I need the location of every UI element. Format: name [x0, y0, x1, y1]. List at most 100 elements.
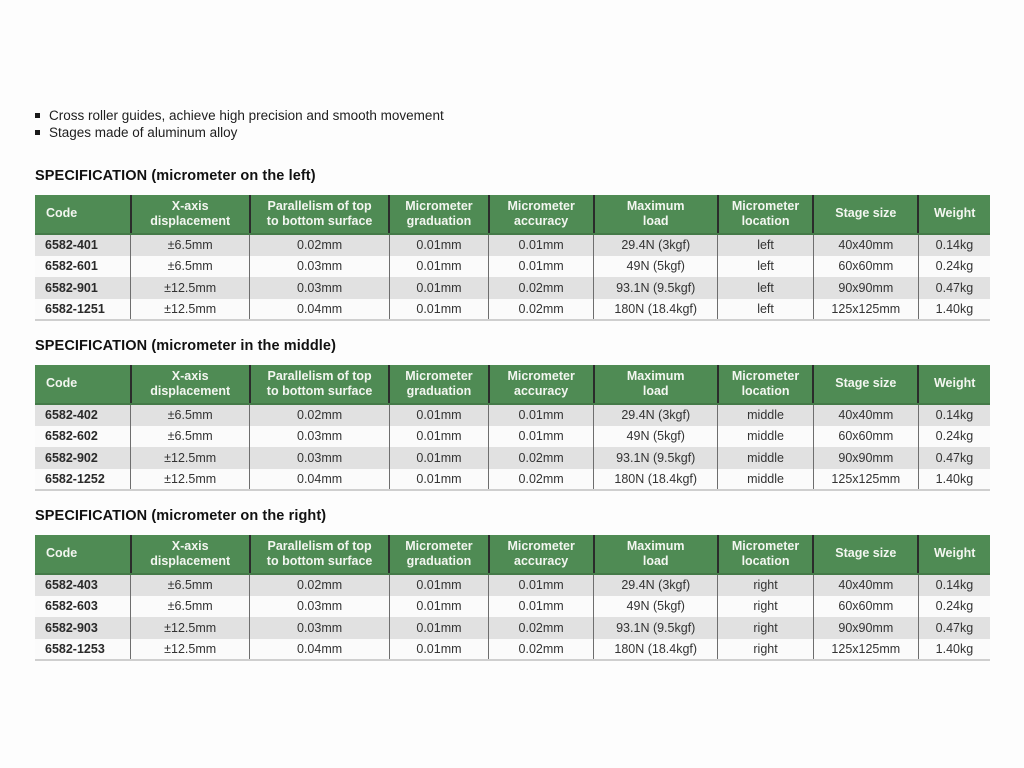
- spec-cell: ±6.5mm: [129, 404, 250, 426]
- spec-cell: 0.04mm: [249, 468, 390, 490]
- table-row: 6582-401 ±6.5mm 0.02mm 0.01mm 0.01mm 29.4N (3…: [35, 234, 990, 256]
- spec-cell: 0.01mm: [388, 447, 489, 469]
- table-row: 6582-601 ±6.5mm 0.03mm 0.01mm 0.01mm 49N (5kg…: [35, 255, 990, 277]
- spec-cell: 93.1N (9.5kgf): [593, 277, 718, 299]
- spec-cell: ±6.5mm: [129, 574, 250, 596]
- spec-cell: 125x125mm: [812, 298, 919, 320]
- col-header-maximum-load: Maximum load: [592, 365, 718, 405]
- spec-cell: ±12.5mm: [129, 638, 250, 660]
- code-cell: 6582-1251: [35, 298, 131, 320]
- spec-cell: 0.04mm: [249, 638, 390, 660]
- spec-cell: 0.47kg: [917, 617, 990, 639]
- spec-cell: 29.4N (3kgf): [593, 404, 718, 426]
- table-header-row: Code X-axis displacement Parallelism of …: [35, 195, 990, 235]
- col-header-weight: Weight: [917, 195, 990, 235]
- code-cell: 6582-402: [35, 404, 131, 426]
- bullet-text: Stages made of aluminum alloy: [49, 125, 238, 140]
- spec-cell: ±12.5mm: [129, 468, 250, 490]
- spec-cell: ±6.5mm: [129, 425, 250, 447]
- spec-cell: ±12.5mm: [129, 617, 250, 639]
- spec-cell: 0.02mm: [488, 447, 594, 469]
- spec-cell: 0.01mm: [388, 617, 489, 639]
- spec-cell: middle: [717, 468, 814, 490]
- spec-cell: 0.02mm: [488, 277, 594, 299]
- spec-cell: 0.02mm: [488, 617, 594, 639]
- spec-cell: 0.24kg: [917, 255, 990, 277]
- col-header-code: Code: [35, 195, 131, 235]
- spec-cell: 180N (18.4kgf): [593, 638, 718, 660]
- col-header-maximum-load: Maximum load: [592, 195, 718, 235]
- spec-cell: 0.01mm: [388, 425, 489, 447]
- spec-cell: 49N (5kgf): [593, 255, 718, 277]
- spec-cell: 29.4N (3kgf): [593, 574, 718, 596]
- spec-cell: 1.40kg: [917, 468, 990, 490]
- spec-cell: 0.02mm: [488, 298, 594, 320]
- spec-cell: ±12.5mm: [129, 298, 250, 320]
- table-header-row: Code X-axis displacement Parallelism of …: [35, 365, 990, 405]
- col-header-weight: Weight: [917, 535, 990, 575]
- spec-cell: left: [717, 277, 814, 299]
- spec-cell: 180N (18.4kgf): [593, 468, 718, 490]
- spec-cell: 93.1N (9.5kgf): [593, 617, 718, 639]
- spec-cell: right: [717, 617, 814, 639]
- spec-cell: 90x90mm: [812, 617, 919, 639]
- table-row: 6582-1251 ±12.5mm 0.04mm 0.01mm 0.02mm 180N (…: [35, 298, 990, 320]
- table-row: 6582-902 ±12.5mm 0.03mm 0.01mm 0.02mm 93.1N (…: [35, 447, 990, 469]
- bullet-square-icon: [35, 113, 40, 118]
- spec-cell: 0.01mm: [388, 277, 489, 299]
- code-cell: 6582-401: [35, 234, 131, 256]
- table-row: 6582-603 ±6.5mm 0.03mm 0.01mm 0.01mm 49N (5kg…: [35, 595, 990, 617]
- table-row: 6582-1252 ±12.5mm 0.04mm 0.01mm 0.02mm 180N (…: [35, 468, 990, 490]
- spec-cell: 90x90mm: [812, 447, 919, 469]
- col-header-stage-size: Stage size: [812, 195, 919, 235]
- spec-cell: middle: [717, 425, 814, 447]
- spec-cell: 0.01mm: [488, 234, 594, 256]
- col-header-parallelism: Parallelism of top to bottom surface: [248, 535, 390, 575]
- spec-cell: 0.03mm: [249, 255, 390, 277]
- table-row: 6582-403 ±6.5mm 0.02mm 0.01mm 0.01mm 29.4N (3…: [35, 574, 990, 596]
- col-header-maximum-load: Maximum load: [592, 535, 718, 575]
- spec-section-right: SPECIFICATION (micrometer on the right) …: [35, 508, 990, 661]
- feature-bullet-list: Cross roller guides, achieve high precis…: [35, 107, 990, 141]
- spec-cell: 0.24kg: [917, 425, 990, 447]
- section-title: SPECIFICATION (micrometer on the left): [35, 168, 316, 184]
- col-header-micrometer-graduation: Micrometer graduation: [388, 535, 489, 575]
- spec-cell: right: [717, 595, 814, 617]
- spec-cell: 93.1N (9.5kgf): [593, 447, 718, 469]
- spec-cell: left: [717, 298, 814, 320]
- spec-table-middle: Code X-axis displacement Parallelism of …: [35, 365, 990, 491]
- bullet-item: Stages made of aluminum alloy: [35, 124, 990, 141]
- spec-cell: 60x60mm: [812, 425, 919, 447]
- spec-table-right: Code X-axis displacement Parallelism of …: [35, 535, 990, 661]
- spec-cell: 0.01mm: [488, 255, 594, 277]
- col-header-stage-size: Stage size: [812, 535, 919, 575]
- col-header-parallelism: Parallelism of top to bottom surface: [248, 195, 390, 235]
- spec-cell: 0.01mm: [388, 404, 489, 426]
- spec-cell: 49N (5kgf): [593, 425, 718, 447]
- spec-cell: 0.14kg: [917, 234, 990, 256]
- table-row: 6582-602 ±6.5mm 0.03mm 0.01mm 0.01mm 49N (5kg…: [35, 425, 990, 447]
- spec-cell: ±6.5mm: [129, 595, 250, 617]
- spec-cell: 40x40mm: [812, 234, 919, 256]
- spec-section-middle: SPECIFICATION (micrometer in the middle)…: [35, 338, 990, 491]
- code-cell: 6582-902: [35, 447, 131, 469]
- spec-cell: 0.01mm: [388, 595, 489, 617]
- table-row: 6582-903 ±12.5mm 0.03mm 0.01mm 0.02mm 93.1N (…: [35, 617, 990, 639]
- spec-cell: 0.01mm: [388, 574, 489, 596]
- section-title: SPECIFICATION (micrometer on the right): [35, 508, 327, 524]
- code-cell: 6582-601: [35, 255, 131, 277]
- section-title: SPECIFICATION (micrometer in the middle): [35, 338, 337, 354]
- spec-cell: 125x125mm: [812, 638, 919, 660]
- code-cell: 6582-603: [35, 595, 131, 617]
- spec-cell: 1.40kg: [917, 638, 990, 660]
- spec-cell: 0.03mm: [249, 447, 390, 469]
- spec-cell: 0.14kg: [917, 404, 990, 426]
- col-header-x-axis-displacement: X-axis displacement: [129, 195, 250, 235]
- spec-cell: ±12.5mm: [129, 447, 250, 469]
- spec-cell: 0.01mm: [388, 234, 489, 256]
- table-row: 6582-402 ±6.5mm 0.02mm 0.01mm 0.01mm 29.4N (3…: [35, 404, 990, 426]
- col-header-parallelism: Parallelism of top to bottom surface: [248, 365, 390, 405]
- bullet-text: Cross roller guides, achieve high precis…: [49, 108, 444, 123]
- spec-cell: 90x90mm: [812, 277, 919, 299]
- spec-cell: 0.01mm: [488, 404, 594, 426]
